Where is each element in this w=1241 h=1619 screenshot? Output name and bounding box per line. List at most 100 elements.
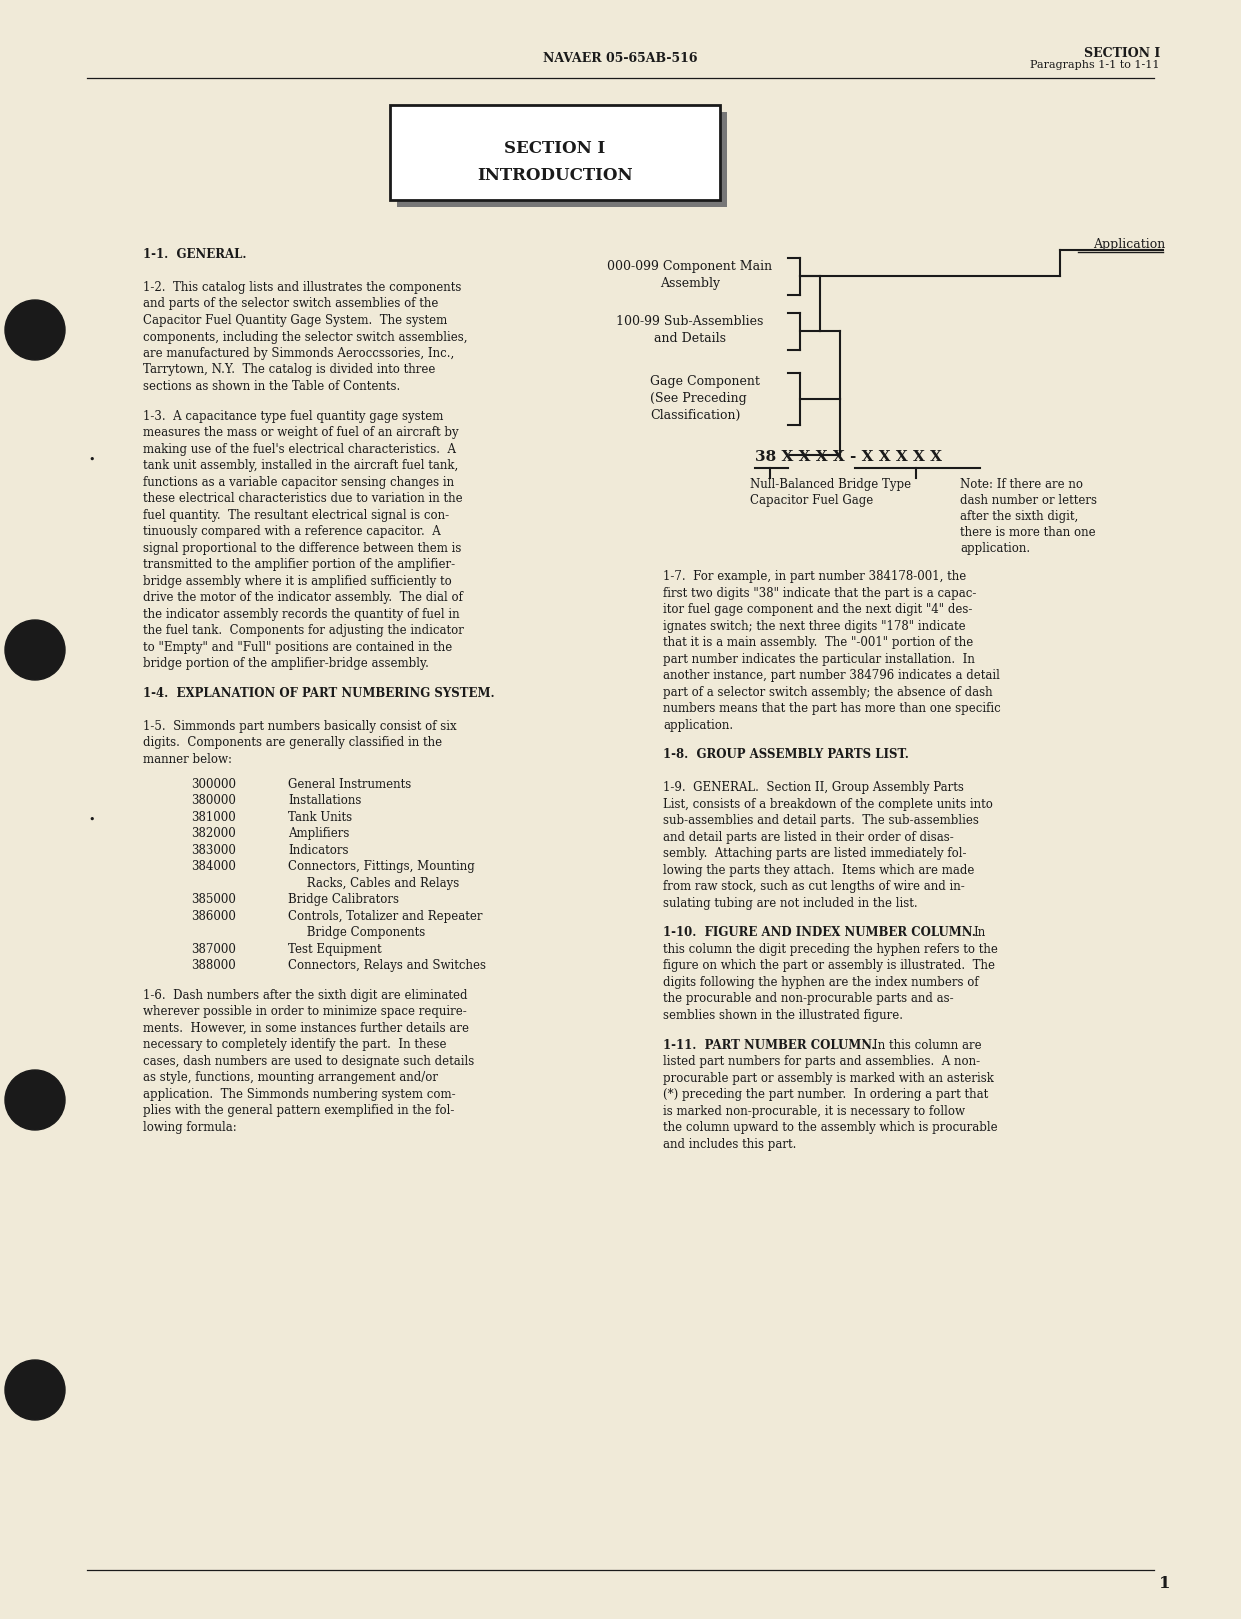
Text: lowing the parts they attach.  Items which are made: lowing the parts they attach. Items whic… — [663, 863, 974, 877]
Text: digits.  Components are generally classified in the: digits. Components are generally classif… — [143, 737, 442, 750]
Text: 386000: 386000 — [191, 910, 236, 923]
Text: figure on which the part or assembly is illustrated.  The: figure on which the part or assembly is … — [663, 960, 995, 973]
Text: 384000: 384000 — [191, 860, 236, 873]
Text: are manufactured by Simmonds Aeroccssories, Inc.,: are manufactured by Simmonds Aeroccssori… — [143, 346, 454, 359]
Text: sub-assemblies and detail parts.  The sub-assemblies: sub-assemblies and detail parts. The sub… — [663, 814, 979, 827]
Text: sections as shown in the Table of Contents.: sections as shown in the Table of Conten… — [143, 380, 401, 393]
Text: is marked non-procurable, it is necessary to follow: is marked non-procurable, it is necessar… — [663, 1104, 965, 1117]
Text: INTRODUCTION: INTRODUCTION — [478, 167, 633, 185]
Text: components, including the selector switch assemblies,: components, including the selector switc… — [143, 330, 468, 343]
Text: the fuel tank.  Components for adjusting the indicator: the fuel tank. Components for adjusting … — [143, 625, 464, 638]
Text: 1-1.  GENERAL.: 1-1. GENERAL. — [143, 248, 247, 261]
Text: bridge portion of the amplifier-bridge assembly.: bridge portion of the amplifier-bridge a… — [143, 657, 429, 670]
Text: ignates switch; the next three digits "178" indicate: ignates switch; the next three digits "1… — [663, 620, 965, 633]
Text: sembly.  Attaching parts are listed immediately fol-: sembly. Attaching parts are listed immed… — [663, 847, 967, 860]
Text: this column the digit preceding the hyphen refers to the: this column the digit preceding the hyph… — [663, 942, 998, 955]
Text: and detail parts are listed in their order of disas-: and detail parts are listed in their ord… — [663, 831, 954, 843]
Text: Controls, Totalizer and Repeater: Controls, Totalizer and Repeater — [288, 910, 483, 923]
Text: from raw stock, such as cut lengths of wire and in-: from raw stock, such as cut lengths of w… — [663, 881, 964, 894]
Text: Application: Application — [1093, 238, 1165, 251]
Circle shape — [5, 620, 65, 680]
Text: 385000: 385000 — [191, 894, 236, 907]
Text: transmitted to the amplifier portion of the amplifier-: transmitted to the amplifier portion of … — [143, 559, 455, 572]
Text: 1-3.  A capacitance type fuel quantity gage system: 1-3. A capacitance type fuel quantity ga… — [143, 410, 443, 423]
Text: lowing formula:: lowing formula: — [143, 1120, 237, 1133]
Text: Capacitor Fuel Gage: Capacitor Fuel Gage — [750, 494, 874, 507]
Text: tinuously compared with a reference capacitor.  A: tinuously compared with a reference capa… — [143, 525, 441, 538]
Text: Note: If there are no: Note: If there are no — [961, 478, 1083, 491]
Text: (See Preceding: (See Preceding — [650, 392, 747, 405]
Text: Null-Balanced Bridge Type: Null-Balanced Bridge Type — [750, 478, 911, 491]
Text: after the sixth digit,: after the sixth digit, — [961, 510, 1078, 523]
Text: part of a selector switch assembly; the absence of dash: part of a selector switch assembly; the … — [663, 685, 993, 698]
Text: NAVAER 05-65AB-516: NAVAER 05-65AB-516 — [542, 52, 697, 65]
Text: cases, dash numbers are used to designate such details: cases, dash numbers are used to designat… — [143, 1056, 474, 1069]
Text: that it is a main assembly.  The "-001" portion of the: that it is a main assembly. The "-001" p… — [663, 636, 973, 649]
Circle shape — [5, 300, 65, 359]
Text: plies with the general pattern exemplified in the fol-: plies with the general pattern exemplifi… — [143, 1104, 454, 1117]
Text: and parts of the selector switch assemblies of the: and parts of the selector switch assembl… — [143, 298, 438, 311]
Text: functions as a variable capacitor sensing changes in: functions as a variable capacitor sensin… — [143, 476, 454, 489]
Text: 1-8.  GROUP ASSEMBLY PARTS LIST.: 1-8. GROUP ASSEMBLY PARTS LIST. — [663, 748, 908, 761]
Text: 1-5.  Simmonds part numbers basically consist of six: 1-5. Simmonds part numbers basically con… — [143, 720, 457, 733]
Text: itor fuel gage component and the next digit "4" des-: itor fuel gage component and the next di… — [663, 602, 973, 615]
Text: ments.  However, in some instances further details are: ments. However, in some instances furthe… — [143, 1022, 469, 1035]
Text: procurable part or assembly is marked with an asterisk: procurable part or assembly is marked wi… — [663, 1072, 994, 1085]
Text: Test Equipment: Test Equipment — [288, 942, 382, 955]
Text: application.  The Simmonds numbering system com-: application. The Simmonds numbering syst… — [143, 1088, 455, 1101]
Text: In: In — [973, 926, 985, 939]
Text: Paragraphs 1-1 to 1-11: Paragraphs 1-1 to 1-11 — [1030, 60, 1160, 70]
Text: (*) preceding the part number.  In ordering a part that: (*) preceding the part number. In orderi… — [663, 1088, 988, 1101]
Text: 382000: 382000 — [191, 827, 236, 840]
Text: Racks, Cables and Relays: Racks, Cables and Relays — [288, 876, 459, 890]
Text: the procurable and non-procurable parts and as-: the procurable and non-procurable parts … — [663, 992, 953, 1005]
Text: Gage Component: Gage Component — [650, 376, 759, 389]
Text: the column upward to the assembly which is procurable: the column upward to the assembly which … — [663, 1120, 998, 1133]
Text: Tarrytown, N.Y.  The catalog is divided into three: Tarrytown, N.Y. The catalog is divided i… — [143, 364, 436, 377]
Text: Amplifiers: Amplifiers — [288, 827, 350, 840]
Text: bridge assembly where it is amplified sufficiently to: bridge assembly where it is amplified su… — [143, 575, 452, 588]
Text: 300000: 300000 — [191, 777, 236, 790]
Text: 1-2.  This catalog lists and illustrates the components: 1-2. This catalog lists and illustrates … — [143, 282, 462, 295]
FancyBboxPatch shape — [397, 112, 727, 207]
Text: making use of the fuel's electrical characteristics.  A: making use of the fuel's electrical char… — [143, 442, 455, 455]
Text: and Details: and Details — [654, 332, 726, 345]
Text: necessary to completely identify the part.  In these: necessary to completely identify the par… — [143, 1038, 447, 1051]
Text: Connectors, Fittings, Mounting: Connectors, Fittings, Mounting — [288, 860, 475, 873]
Text: signal proportional to the difference between them is: signal proportional to the difference be… — [143, 542, 462, 555]
Text: 000-099 Component Main: 000-099 Component Main — [607, 261, 773, 274]
Text: •: • — [88, 814, 94, 826]
Text: there is more than one: there is more than one — [961, 526, 1096, 539]
Text: application.: application. — [961, 542, 1030, 555]
Text: 380000: 380000 — [191, 795, 236, 808]
Text: drive the motor of the indicator assembly.  The dial of: drive the motor of the indicator assembl… — [143, 591, 463, 604]
Text: semblies shown in the illustrated figure.: semblies shown in the illustrated figure… — [663, 1009, 903, 1022]
Text: List, consists of a breakdown of the complete units into: List, consists of a breakdown of the com… — [663, 798, 993, 811]
Text: General Instruments: General Instruments — [288, 777, 411, 790]
Text: listed part numbers for parts and assemblies.  A non-: listed part numbers for parts and assemb… — [663, 1056, 980, 1069]
FancyBboxPatch shape — [390, 105, 720, 201]
Text: 1-10.  FIGURE AND INDEX NUMBER COLUMN.: 1-10. FIGURE AND INDEX NUMBER COLUMN. — [663, 926, 975, 939]
Text: Assembly: Assembly — [660, 277, 720, 290]
Text: Bridge Components: Bridge Components — [288, 926, 426, 939]
Text: 1: 1 — [1159, 1575, 1170, 1591]
Text: 381000: 381000 — [191, 811, 236, 824]
Text: 1-9.  GENERAL.  Section II, Group Assembly Parts: 1-9. GENERAL. Section II, Group Assembly… — [663, 782, 964, 795]
Text: 383000: 383000 — [191, 843, 236, 856]
Text: 100-99 Sub-Assemblies: 100-99 Sub-Assemblies — [617, 316, 763, 329]
Text: •: • — [88, 455, 94, 465]
Text: Installations: Installations — [288, 795, 361, 808]
Text: Bridge Calibrators: Bridge Calibrators — [288, 894, 400, 907]
Text: 1-11.  PART NUMBER COLUMN.: 1-11. PART NUMBER COLUMN. — [663, 1039, 875, 1052]
Text: wherever possible in order to minimize space require-: wherever possible in order to minimize s… — [143, 1005, 467, 1018]
Text: application.: application. — [663, 719, 733, 732]
Text: In this column are: In this column are — [872, 1039, 982, 1052]
Text: 387000: 387000 — [191, 942, 236, 955]
Text: tank unit assembly, installed in the aircraft fuel tank,: tank unit assembly, installed in the air… — [143, 460, 458, 473]
Text: 1-6.  Dash numbers after the sixth digit are eliminated: 1-6. Dash numbers after the sixth digit … — [143, 989, 468, 1002]
Text: first two digits "38" indicate that the part is a capac-: first two digits "38" indicate that the … — [663, 586, 977, 599]
Text: part number indicates the particular installation.  In: part number indicates the particular ins… — [663, 652, 975, 665]
Circle shape — [5, 1070, 65, 1130]
Text: 1-7.  For example, in part number 384178-001, the: 1-7. For example, in part number 384178-… — [663, 570, 967, 583]
Text: Connectors, Relays and Switches: Connectors, Relays and Switches — [288, 958, 486, 971]
